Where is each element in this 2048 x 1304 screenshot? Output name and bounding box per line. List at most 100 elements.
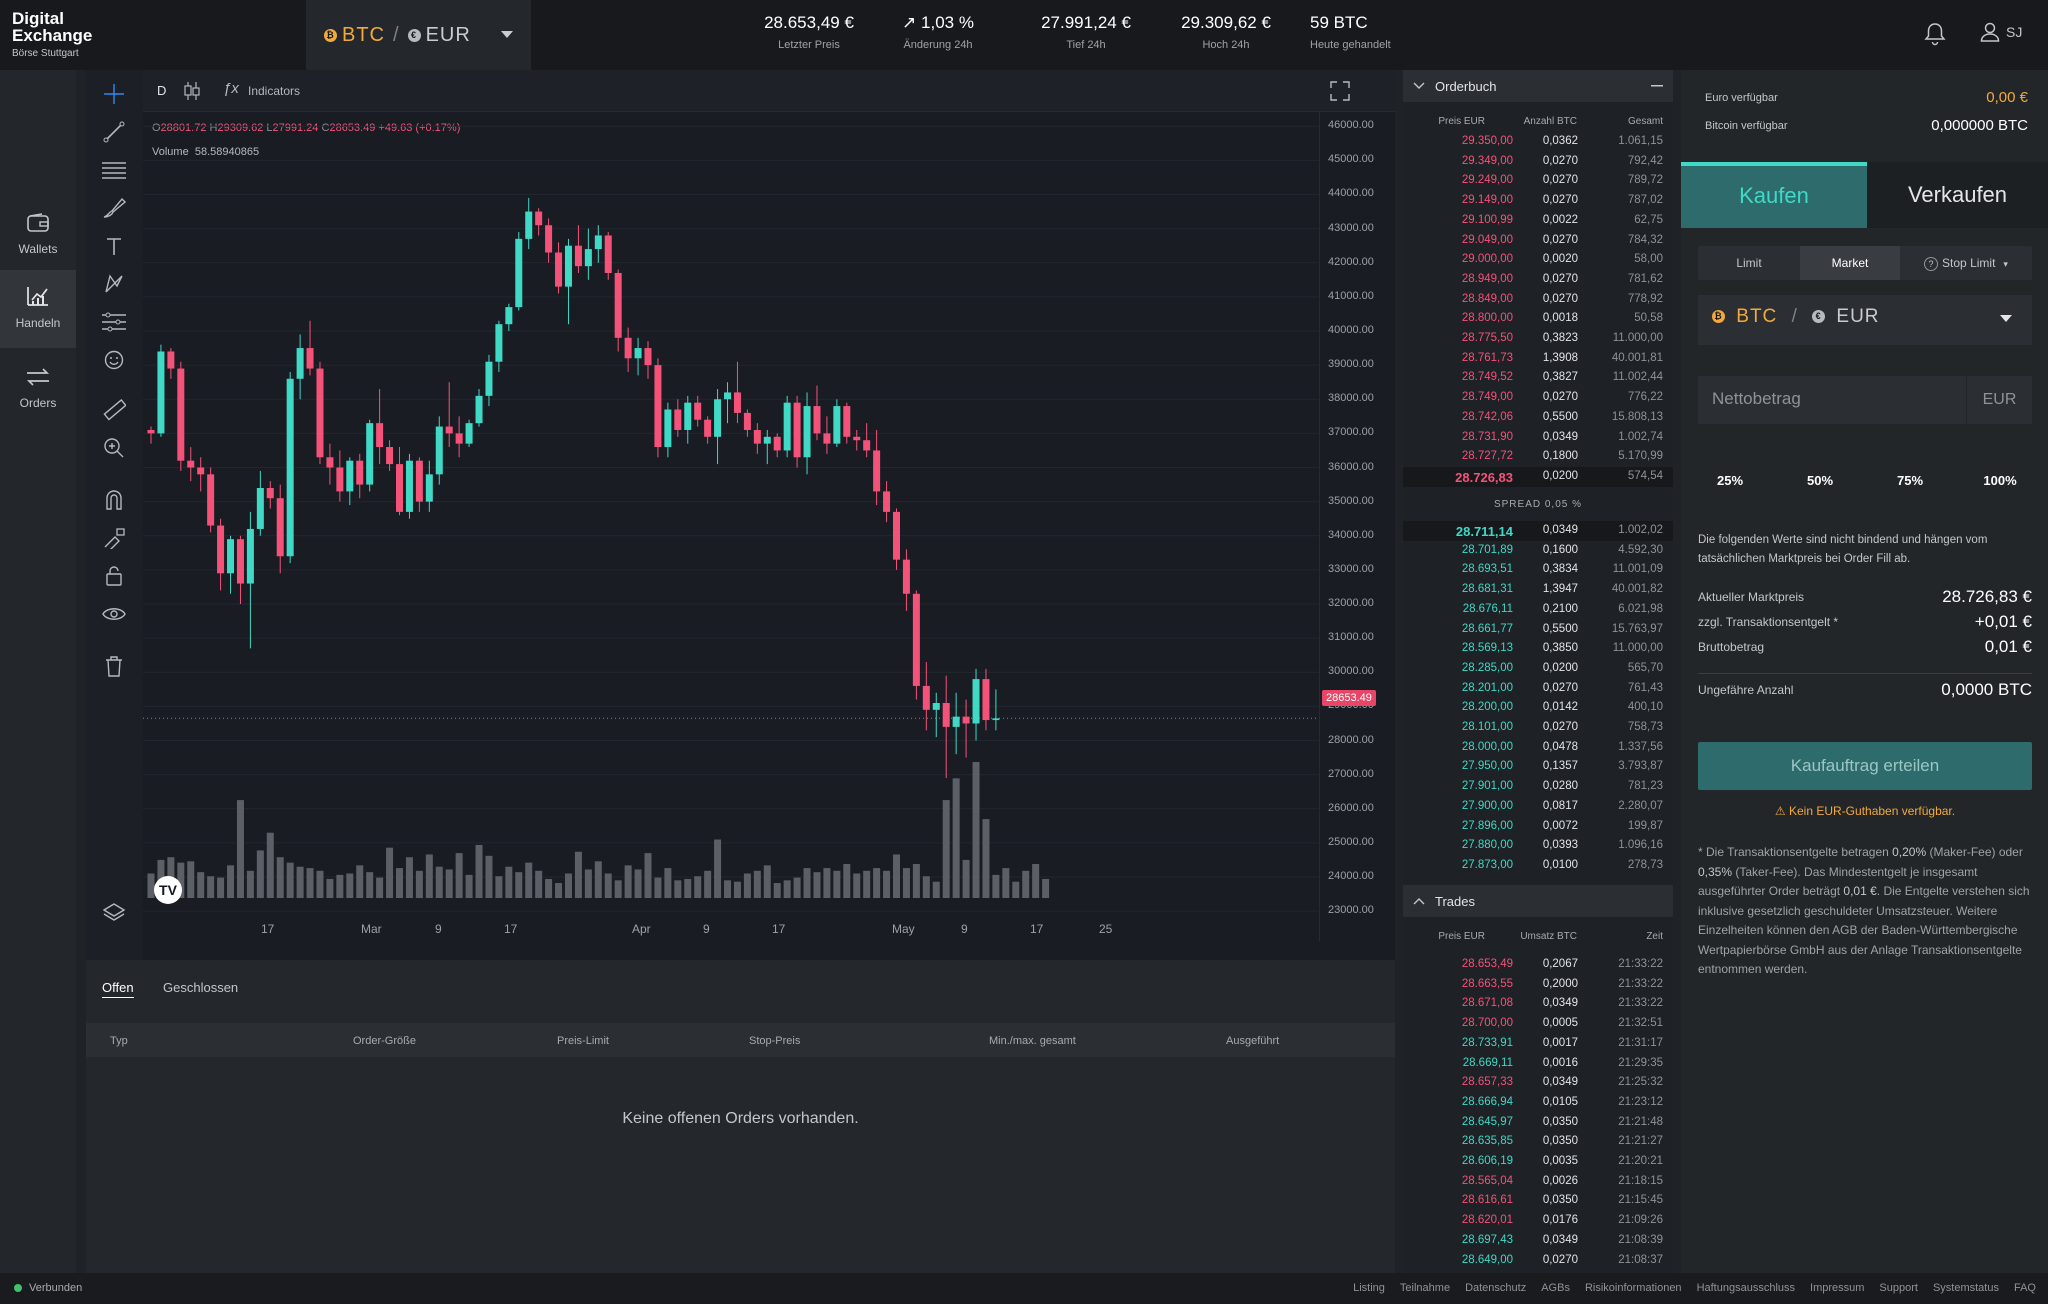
ask-row[interactable]: 28.800,00 0,0018 50,58 [1403,309,1673,329]
smiley-icon[interactable] [100,346,128,374]
footer-link[interactable]: FAQ [2013,1282,2036,1294]
text-icon[interactable] [100,232,128,260]
tab-open[interactable]: Offen [102,980,134,998]
bid-row[interactable]: 28.000,00 0,0478 1.337,56 [1403,738,1673,758]
order-type-limit[interactable]: Limit [1736,256,1762,270]
price-chart[interactable] [143,112,1319,942]
ask-row[interactable]: 28.742,06 0,5500 15.808,13 [1403,408,1673,428]
trade-row[interactable]: 28.657,33 0,0349 21:25:32 [1403,1073,1673,1093]
trade-row[interactable]: 28.697,43 0,0349 21:08:39 [1403,1231,1673,1251]
ask-row[interactable]: 28.727,72 0,1800 5.170,99 [1403,447,1673,467]
form-pair-selector[interactable]: ₿ BTC / € EUR [1698,295,2032,345]
bid-row[interactable]: 28.569,13 0,3850 11.000,00 [1403,639,1673,659]
ask-row[interactable]: 29.149,00 0,0270 787,02 [1403,191,1673,211]
ask-row[interactable]: 28.761,73 1,3908 40.001,81 [1403,349,1673,369]
bid-row[interactable]: 28.681,31 1,3947 40.001,82 [1403,580,1673,600]
footer-link[interactable]: AGBs [1541,1282,1570,1294]
ask-row[interactable]: 29.000,00 0,0020 58,00 [1403,250,1673,270]
trade-row[interactable]: 28.635,85 0,0350 21:21:27 [1403,1132,1673,1152]
zoom-in-icon[interactable] [100,434,128,462]
eye-icon[interactable] [100,600,128,628]
tab-buy[interactable]: Kaufen [1681,162,1867,228]
indicators-button[interactable]: Indicators [248,84,301,98]
bid-row[interactable]: 27.901,00 0,0280 781,23 [1403,777,1673,797]
crosshair-icon[interactable] [100,80,128,108]
bid-row[interactable]: 28.661,77 0,5500 15.763,97 [1403,620,1673,640]
nav-item-orders[interactable]: Orders [0,352,76,424]
percent-25-button[interactable]: 25% [1716,473,1744,488]
pair-selector[interactable]: ₿ BTC / € EUR [306,0,531,70]
layers-icon[interactable] [100,898,128,926]
trade-row[interactable]: 28.653,49 0,2067 21:33:22 [1403,955,1673,975]
order-type-stop-limit[interactable]: ? Stop Limit ▾ [1900,246,2032,280]
bid-row[interactable]: 27.896,00 0,0072 199,87 [1403,817,1673,837]
fib-icon[interactable] [100,156,128,184]
lock-draw-icon[interactable] [100,524,128,552]
minimize-icon[interactable] [1651,85,1663,87]
submit-buy-order-button[interactable]: Kaufauftrag erteilen [1698,742,2032,790]
tab-sell[interactable]: Verkaufen [1867,162,2048,228]
footer-link[interactable]: Listing [1353,1282,1385,1294]
footer-link[interactable]: Support [1879,1282,1918,1294]
pattern-icon[interactable] [100,270,128,298]
trade-row[interactable]: 28.700,00 0,0005 21:32:51 [1403,1014,1673,1034]
footer-link[interactable]: Impressum [1810,1282,1865,1294]
bid-row[interactable]: 27.873,00 0,0100 278,73 [1403,856,1673,876]
ask-row[interactable]: 28.749,00 0,0270 776,22 [1403,388,1673,408]
percent-50-button[interactable]: 50% [1806,473,1834,488]
nav-item-wallets[interactable]: Wallets [0,198,76,270]
lock-icon[interactable] [100,562,128,590]
bid-row[interactable]: 28.201,00 0,0270 761,43 [1403,679,1673,699]
ask-row[interactable]: 28.731,90 0,0349 1.002,74 [1403,428,1673,448]
bid-row[interactable]: 28.676,11 0,2100 6.021,98 [1403,600,1673,620]
bell-icon[interactable] [1924,22,1946,46]
trade-row[interactable]: 28.606,19 0,0035 21:20:21 [1403,1152,1673,1172]
trade-row[interactable]: 28.616,61 0,0350 21:15:45 [1403,1191,1673,1211]
brush-icon[interactable] [100,194,128,222]
footer-link[interactable]: Risikoinformationen [1584,1282,1682,1294]
trendline-icon[interactable] [100,118,128,146]
ask-row[interactable]: 28.849,00 0,0270 778,92 [1403,290,1673,310]
trade-row[interactable]: 28.645,97 0,0350 21:21:48 [1403,1113,1673,1133]
fullscreen-icon[interactable] [1330,81,1350,101]
trade-row[interactable]: 28.671,08 0,0349 21:33:22 [1403,994,1673,1014]
bid-row[interactable]: 28.693,51 0,3834 11.001,09 [1403,560,1673,580]
footer-link[interactable]: Teilnahme [1399,1282,1451,1294]
footer-link[interactable]: Systemstatus [1932,1282,1999,1294]
footer-link[interactable]: Datenschutz [1465,1282,1527,1294]
bid-row[interactable]: 27.950,00 0,1357 3.793,87 [1403,757,1673,777]
bid-row[interactable]: 28.285,00 0,0200 565,70 [1403,659,1673,679]
nav-item-handeln[interactable]: Handeln [0,270,76,348]
bid-row[interactable]: 27.900,00 0,0817 2.280,07 [1403,797,1673,817]
trash-icon[interactable] [100,652,128,680]
ask-row[interactable]: 29.350,00 0,0362 1.061,15 [1403,132,1673,152]
trade-row[interactable]: 28.733,91 0,0017 21:31:17 [1403,1034,1673,1054]
net-amount-field[interactable]: Nettobetrag EUR [1698,376,2032,424]
trades-header[interactable]: Trades [1403,885,1673,917]
percent-100-button[interactable]: 100% [1983,473,2017,488]
trade-row[interactable]: 28.669,11 0,0016 21:29:35 [1403,1054,1673,1074]
tab-closed[interactable]: Geschlossen [163,980,239,995]
ask-row[interactable]: 29.249,00 0,0270 789,72 [1403,171,1673,191]
trade-row[interactable]: 28.565,04 0,0026 21:18:15 [1403,1172,1673,1192]
bid-row[interactable]: 28.711,14 0,0349 1.002,02 [1403,521,1673,541]
footer-link[interactable]: Haftungsausschluss [1696,1282,1796,1294]
ask-row[interactable]: 28.949,00 0,0270 781,62 [1403,270,1673,290]
trade-row[interactable]: 28.666,94 0,0105 21:23:12 [1403,1093,1673,1113]
order-type-market[interactable]: Market [1800,246,1900,280]
user-menu[interactable]: SJ [1980,22,2022,42]
bid-row[interactable]: 28.101,00 0,0270 758,73 [1403,718,1673,738]
candle-type-icon[interactable] [183,81,201,101]
ask-row[interactable]: 29.049,00 0,0270 784,32 [1403,231,1673,251]
interval-button[interactable]: D [157,83,167,98]
ask-row[interactable]: 29.100,99 0,0022 62,75 [1403,211,1673,231]
percent-75-button[interactable]: 75% [1896,473,1924,488]
ask-row[interactable]: 28.775,50 0,3823 11.000,00 [1403,329,1673,349]
logo[interactable]: Digital Exchange Börse Stuttgart [12,10,92,59]
ask-row[interactable]: 28.749,52 0,3827 11.002,44 [1403,368,1673,388]
trade-row[interactable]: 28.649,00 0,0270 21:08:37 [1403,1251,1673,1271]
ruler-icon[interactable] [100,396,128,424]
bid-row[interactable]: 27.880,00 0,0393 1.096,16 [1403,836,1673,856]
prediction-icon[interactable] [100,308,128,336]
trade-row[interactable]: 28.663,55 0,2000 21:33:22 [1403,975,1673,995]
